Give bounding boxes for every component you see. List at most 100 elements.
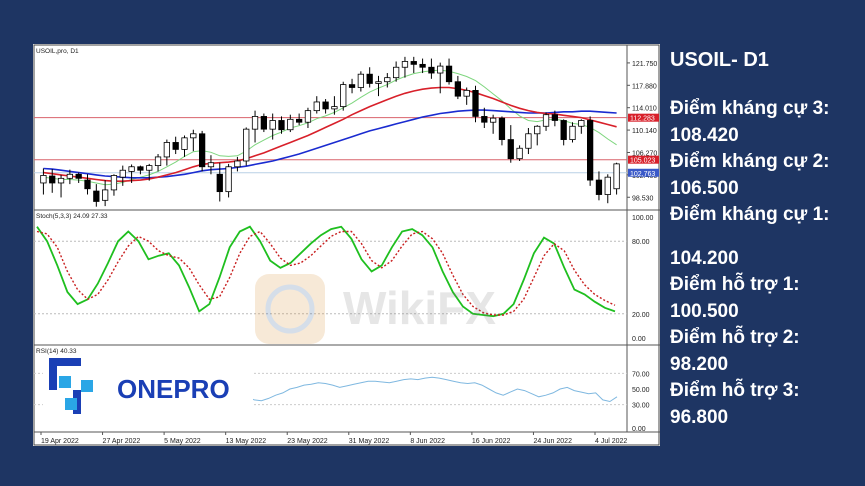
candle-body bbox=[410, 61, 417, 65]
watermark-globe-icon bbox=[265, 284, 315, 334]
rsi-title: RSI(14) 40.33 bbox=[36, 348, 77, 355]
candle-body bbox=[243, 128, 250, 162]
price-level-label: 105.023 bbox=[630, 158, 655, 165]
price-level-tag bbox=[628, 155, 659, 164]
candle-body bbox=[595, 179, 603, 195]
support-3-label: Điểm hỗ trợ 3: bbox=[670, 380, 800, 401]
support-2-label: Điểm hỗ trợ 2: bbox=[670, 327, 800, 348]
candle-body bbox=[225, 166, 232, 193]
price-tick-label: 106.270 bbox=[632, 150, 657, 157]
candle-body bbox=[384, 77, 391, 83]
onepro-logo: ONEPRO bbox=[43, 356, 253, 418]
candle-body bbox=[313, 101, 320, 112]
candle-body bbox=[154, 156, 162, 167]
chart-svg: 121.750117.880114.010110.140106.270102.4… bbox=[33, 44, 660, 446]
candle-body bbox=[251, 116, 259, 130]
candle-body bbox=[172, 142, 179, 150]
resistance-2-value: 106.500 bbox=[670, 177, 739, 199]
stoch-tick-label: 80.00 bbox=[632, 239, 650, 246]
support-2-value: 98.200 bbox=[670, 353, 729, 375]
stoch-title: Stoch(5,3,3) 24.09 27.33 bbox=[36, 213, 108, 220]
candle-body bbox=[93, 190, 100, 202]
time-tick-label: 8 Jun 2022 bbox=[410, 438, 445, 445]
time-tick-label: 27 Apr 2022 bbox=[103, 438, 141, 445]
candle-body bbox=[119, 169, 126, 178]
time-tick-label: 13 May 2022 bbox=[226, 438, 267, 445]
candle-body bbox=[234, 160, 241, 168]
candle-body bbox=[84, 179, 91, 190]
candle-body bbox=[207, 162, 215, 168]
candle-body bbox=[40, 175, 47, 184]
rsi-tick-label: 70.00 bbox=[632, 371, 650, 378]
candle-body bbox=[199, 133, 206, 168]
logo-text: ONEPRO bbox=[117, 374, 230, 404]
candle-body bbox=[551, 114, 558, 121]
panel-spacer bbox=[670, 229, 865, 246]
candle-body bbox=[278, 120, 285, 131]
support-3-value: 96.800 bbox=[670, 406, 729, 428]
candle-body bbox=[66, 173, 73, 179]
candle-body bbox=[57, 177, 65, 184]
candle-body bbox=[463, 89, 470, 97]
time-tick-label: 31 May 2022 bbox=[349, 438, 390, 445]
candle-body bbox=[481, 116, 488, 123]
resistance-2-label: Điểm kháng cự 2: bbox=[670, 151, 830, 172]
candle-body bbox=[357, 73, 364, 88]
rsi-line bbox=[232, 376, 618, 403]
candle-body bbox=[490, 117, 497, 123]
resistance-3-label: Điểm kháng cự 3: bbox=[670, 98, 830, 119]
candle-body bbox=[445, 65, 453, 83]
resistance-1-label: Điểm kháng cự 1: bbox=[670, 204, 830, 225]
candle-body bbox=[366, 73, 373, 84]
stoch-signal-line bbox=[36, 230, 616, 316]
price-level-tag bbox=[628, 113, 659, 122]
symbol-title: USOIL- D1 bbox=[670, 49, 769, 71]
time-tick-label: 5 May 2022 bbox=[164, 438, 201, 445]
logo-mark-bar bbox=[49, 358, 57, 390]
time-tick-label: 16 Jun 2022 bbox=[472, 438, 511, 445]
candle-body bbox=[287, 118, 294, 131]
logo-mark-square bbox=[65, 398, 77, 410]
stoch-tick-label: 100.00 bbox=[632, 215, 654, 222]
time-tick-label: 24 Jun 2022 bbox=[533, 438, 572, 445]
levels-panel: USOIL- D1 Điểm kháng cự 3: 108.420 Điểm … bbox=[670, 44, 865, 431]
candle-body bbox=[49, 175, 56, 184]
candle-body bbox=[419, 63, 426, 68]
time-tick-label: 19 Apr 2022 bbox=[41, 438, 79, 445]
candle-body bbox=[534, 125, 541, 135]
candle-body bbox=[604, 176, 611, 195]
candle-body bbox=[578, 120, 585, 127]
candle-body bbox=[613, 163, 620, 190]
candle-body bbox=[428, 66, 435, 74]
candle-body bbox=[542, 114, 550, 127]
candle-body bbox=[375, 81, 382, 84]
price-tick-label: 110.140 bbox=[632, 128, 657, 135]
chart-frame bbox=[33, 44, 660, 446]
candle-body bbox=[128, 166, 135, 172]
watermark-badge bbox=[255, 274, 325, 344]
stoch-tick-label: 0.00 bbox=[632, 336, 646, 343]
resistance-3-value: 108.420 bbox=[670, 124, 739, 146]
candle-body bbox=[340, 84, 347, 107]
candle-body bbox=[163, 142, 170, 158]
sma-slow-line bbox=[43, 109, 617, 179]
support-1-label: Điểm hỗ trợ 1: bbox=[670, 274, 800, 295]
candle-body bbox=[304, 110, 312, 123]
time-tick-label: 23 May 2022 bbox=[287, 438, 328, 445]
candle-body bbox=[146, 165, 153, 171]
candle-body bbox=[516, 147, 523, 160]
rsi-tick-label: 30.00 bbox=[632, 403, 650, 410]
candle-body bbox=[507, 139, 514, 160]
candle-body bbox=[472, 89, 479, 117]
stoch-main-line bbox=[36, 225, 616, 318]
logo-mark-bar bbox=[49, 358, 81, 366]
candle-body bbox=[331, 106, 338, 110]
chart-panel: 121.750117.880114.010110.140106.270102.4… bbox=[33, 44, 660, 446]
price-level-label: 112.283 bbox=[630, 116, 655, 123]
price-level-tag bbox=[628, 168, 659, 177]
price-tick-label: 121.750 bbox=[632, 61, 657, 68]
sma-mid-line bbox=[43, 86, 617, 182]
price-tick-label: 98.530 bbox=[632, 195, 654, 202]
candle-body bbox=[322, 101, 329, 110]
candle-body bbox=[269, 120, 276, 130]
